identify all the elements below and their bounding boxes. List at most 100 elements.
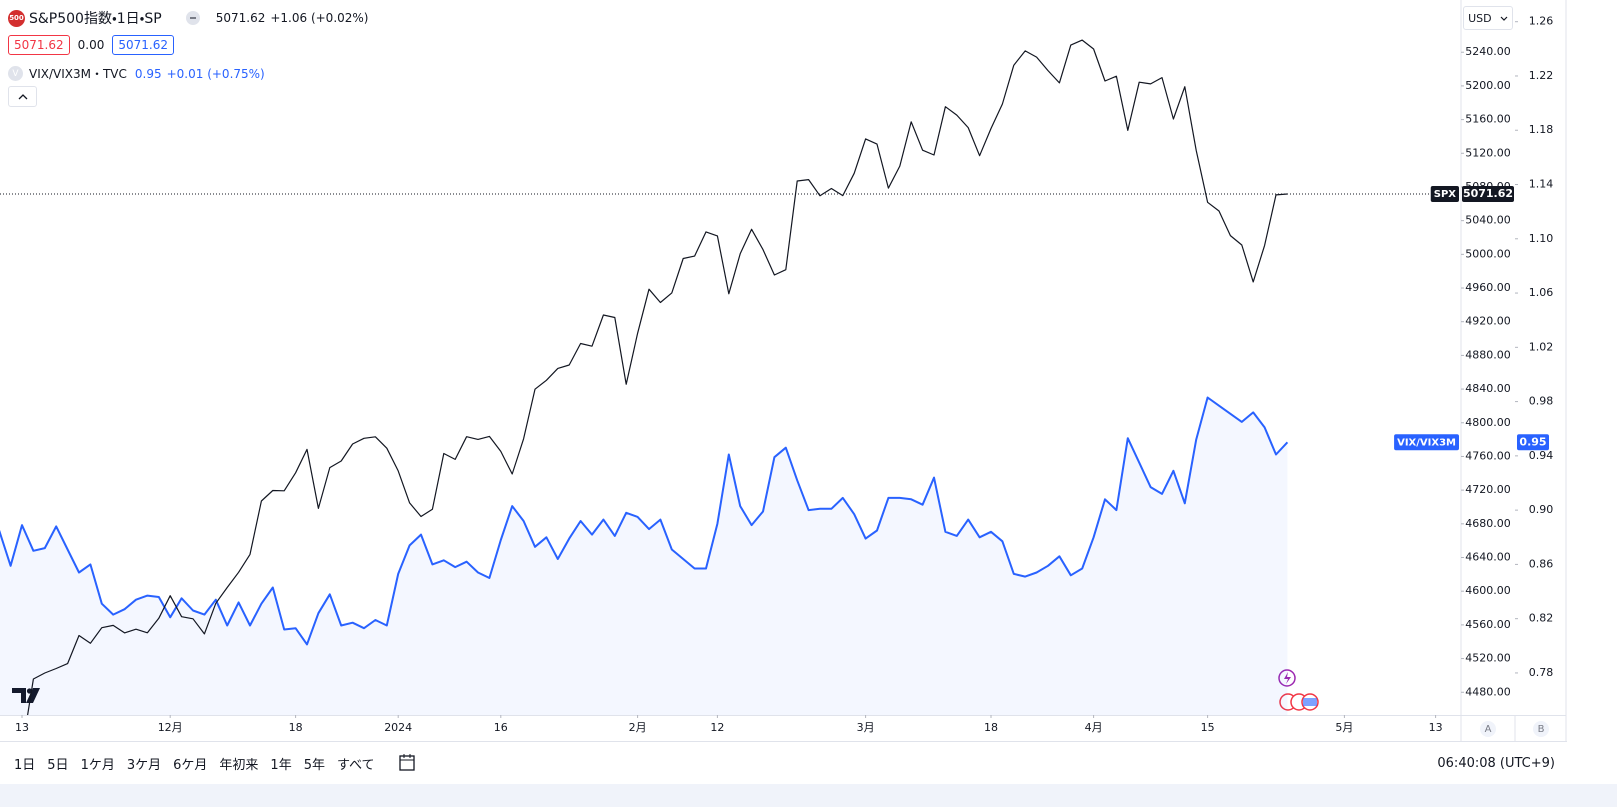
event-icons [1278, 669, 1319, 711]
y2-tick-label: 1.06 [1529, 286, 1554, 299]
symbol-logo: 500 [8, 9, 25, 27]
clock: 06:40:08 (UTC+9) [1437, 755, 1555, 771]
hide-icon[interactable] [185, 11, 200, 25]
chevron-up [18, 93, 27, 99]
series-tag-label: SPX [1434, 189, 1457, 200]
y-tick-label: 4480.00 [1465, 685, 1511, 698]
y-tick-label: 4920.00 [1465, 315, 1511, 328]
ask-box: 5071.62 [112, 35, 174, 55]
range-button[interactable]: 年初来 [219, 757, 259, 773]
y-tick-label: 5000.00 [1465, 247, 1511, 260]
header-row: 500 S&P500指数・1日・SP 5071.62 +1.06 (+0.02%… [8, 8, 369, 28]
overlay-change: +0.01 (+0.75%) [166, 66, 265, 81]
y-tick-label: 4960.00 [1465, 281, 1511, 294]
overlay-last: 0.95 [134, 66, 162, 81]
calendar-icon[interactable] [397, 752, 417, 774]
range-button[interactable]: 1ケ月 [80, 757, 115, 773]
y-tick-label: 4520.00 [1465, 652, 1511, 665]
x-tick-label: 12月 [158, 721, 183, 734]
axis-button[interactable] [1480, 721, 1496, 737]
symbol-title[interactable]: S&P500指数・1日・SP [29, 11, 162, 27]
last-value-box [1462, 186, 1514, 203]
y2-tick-label: 0.98 [1529, 395, 1554, 408]
range-button[interactable]: 5年 [303, 757, 325, 773]
chart: A B 4480.00 4520.00 4560.00 4600.00 4640.00 4… [0, 0, 1567, 741]
x-tick-label: 15 [1201, 721, 1215, 734]
chevron-down [1500, 16, 1508, 21]
y-tick-label: 4560.00 [1465, 618, 1511, 631]
y-tick-label: 4680.00 [1465, 517, 1511, 530]
bottom-toolbar: 1日 5日 1ケ月 3ケ月 6ケ月 年初来 1年 5年 すべて 06:40:08 (UTC+9) [0, 741, 1567, 784]
y2-tick-label: 0.82 [1529, 612, 1554, 625]
price-change: +1.06 (+0.02%) [270, 11, 369, 25]
collapse-button[interactable] [8, 86, 37, 107]
status-strip [0, 784, 1617, 807]
y2-tick-label: 1.22 [1529, 69, 1554, 82]
y2-tick-label: 0.90 [1529, 503, 1554, 516]
axis-button-label[interactable]: B [1538, 724, 1545, 735]
range-button[interactable]: 6ケ月 [173, 757, 208, 773]
range-button[interactable]: 1年 [270, 757, 292, 773]
x-tick-label: 12 [710, 721, 724, 734]
currency-label: USD [1468, 11, 1492, 25]
y-tick-label: 5240.00 [1465, 45, 1511, 58]
x-tick-label: 2月 [629, 721, 647, 734]
x-tick-label: 13 [1429, 721, 1443, 734]
axis-buttons: A B [1480, 721, 1549, 737]
y-tick-label: 4800.00 [1465, 416, 1511, 429]
x-tick-label: 13 [15, 721, 29, 734]
y-tick-label: 5120.00 [1465, 146, 1511, 159]
x-tick-label: 4月 [1085, 721, 1103, 734]
last-value-label: 5071.62 [1463, 187, 1513, 200]
y-tick-label: 5040.00 [1465, 214, 1511, 227]
tv-logo [12, 688, 40, 703]
y2-tick-label: 0.94 [1529, 449, 1554, 462]
overlay-title[interactable]: VIX/VIX3M・TVC [29, 67, 127, 81]
x-tick-label: 2024 [384, 721, 412, 734]
last-value-box [1517, 434, 1549, 451]
y-tick-label: 4760.00 [1465, 449, 1511, 462]
y2-tick-label: 1.10 [1529, 232, 1554, 245]
last-value-label: 0.95 [1519, 435, 1546, 448]
y2-tick-label: 0.86 [1529, 557, 1554, 570]
bid-box: 5071.62 [8, 35, 70, 55]
y2-tick-label: 1.18 [1529, 123, 1554, 136]
last-price: 5071.62 [215, 11, 266, 25]
series-line [27, 39, 1288, 715]
area-fill [0, 397, 1288, 715]
y2-tick-label: 1.26 [1529, 15, 1554, 28]
y2-tick-label: 0.78 [1529, 666, 1554, 679]
y-tick-label: 5160.00 [1465, 113, 1511, 126]
range-buttons: 1日 5日 1ケ月 3ケ月 6ケ月 年初来 1年 5年 すべて [14, 754, 375, 773]
series-line [0, 396, 1289, 646]
spread: 0.00 [77, 38, 105, 52]
x-tick-label: 18 [289, 721, 303, 734]
y-tick-label: 5200.00 [1465, 79, 1511, 92]
y2-tick-label: 1.14 [1529, 178, 1554, 191]
ohlc-row: 5071.62 0.00 5071.62 [8, 35, 174, 55]
series-tag [1394, 434, 1459, 451]
x-tick-label: 5月 [1335, 721, 1353, 734]
y-tick-label: 4640.00 [1465, 551, 1511, 564]
range-button[interactable]: すべて [336, 757, 375, 773]
series-tag-label: VIX/VIX3M [1397, 437, 1456, 448]
range-button[interactable]: 5日 [47, 757, 69, 773]
plot-area [0, 39, 1289, 715]
x-tick-label: 18 [984, 721, 998, 734]
range-button[interactable]: 3ケ月 [126, 757, 162, 773]
overlay-row: V VIX/VIX3M・TVC 0.95 +0.01 (+0.75%) [8, 65, 265, 82]
series-tag [1430, 186, 1459, 203]
x-tick-label: 3月 [857, 721, 875, 734]
axis-button-label[interactable]: A [1485, 724, 1492, 735]
y-tick-label: 4720.00 [1465, 483, 1511, 496]
y-tick-label: 4840.00 [1465, 382, 1511, 395]
x-tick-label: 16 [494, 721, 508, 734]
axis-button[interactable] [1533, 721, 1549, 737]
range-button[interactable]: 1日 [14, 757, 36, 773]
overlay-logo: V [8, 66, 23, 81]
y-tick-label: 4600.00 [1465, 584, 1511, 597]
currency-select[interactable]: USD [1463, 6, 1513, 30]
y2-tick-label: 1.02 [1529, 340, 1554, 353]
y-tick-label: 4880.00 [1465, 348, 1511, 361]
